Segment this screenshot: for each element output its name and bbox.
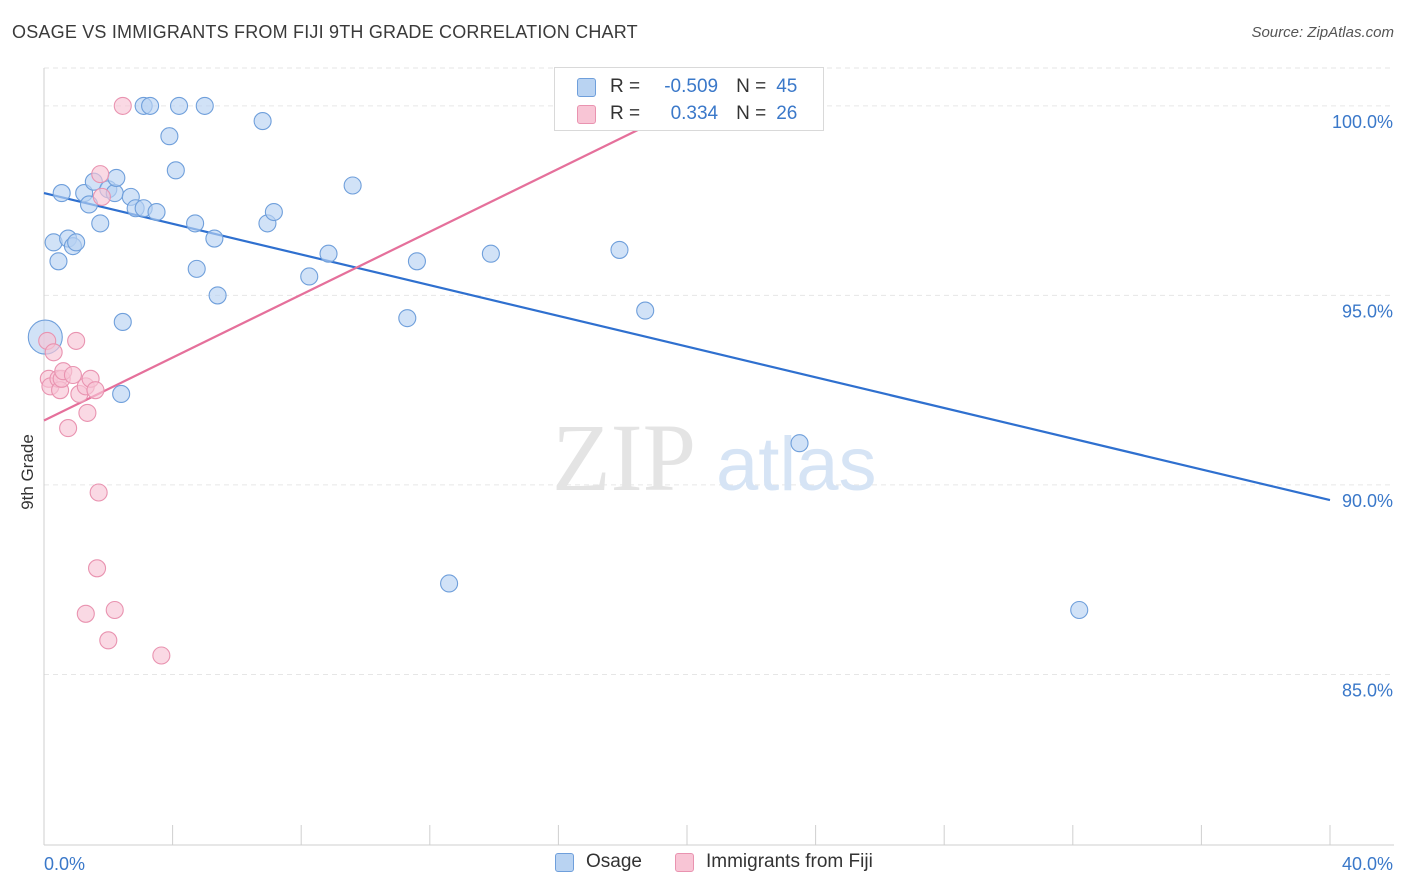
osage-n-label: N = xyxy=(736,76,767,97)
fiji-r-value: 0.334 xyxy=(670,103,719,124)
fiji-point xyxy=(59,419,78,438)
y-tick-label: 90.0% xyxy=(1342,491,1393,511)
fiji-point xyxy=(92,187,111,206)
legend-row-osage: R = -0.509 N = 45 xyxy=(577,75,797,99)
fiji-point xyxy=(76,604,95,623)
chart-title: OSAGE VS IMMIGRANTS FROM FIJI 9TH GRADE … xyxy=(12,22,638,42)
osage-point xyxy=(147,202,166,222)
osage-point xyxy=(636,301,655,320)
series-legend: Osage Immigrants from Fiji xyxy=(0,851,1406,877)
trend-lines xyxy=(43,104,1331,502)
osage-point xyxy=(107,168,126,187)
fiji-point xyxy=(152,646,171,665)
fiji-point xyxy=(89,483,108,502)
osage-point xyxy=(481,244,500,263)
fiji-trend-line xyxy=(43,104,688,422)
legend-osage-label: Osage xyxy=(586,851,642,872)
osage-point xyxy=(195,96,214,115)
osage-point xyxy=(160,127,179,146)
osage-point xyxy=(407,252,426,271)
data-points xyxy=(27,96,1089,665)
correlation-legend: R = -0.509 N = 45 R = 0.334 N = 26 xyxy=(554,67,824,131)
fiji-point xyxy=(63,365,82,385)
legend-fiji-label: Immigrants from Fiji xyxy=(706,851,873,872)
osage-point xyxy=(113,312,132,331)
chart-source: Source: ZipAtlas.com xyxy=(1251,24,1394,41)
osage-point xyxy=(253,112,272,131)
axes xyxy=(43,68,1394,846)
fiji-point xyxy=(44,343,63,362)
y-tick-label: 85.0% xyxy=(1342,680,1393,700)
fiji-point xyxy=(99,631,118,650)
legend-row-fiji: R = 0.334 N = 26 xyxy=(577,102,797,126)
fiji-point xyxy=(105,600,124,620)
fiji-n-label: N = xyxy=(736,103,767,124)
osage-point xyxy=(398,309,417,328)
osage-point xyxy=(205,229,224,248)
x-tick-label: 0.0% xyxy=(44,854,85,874)
watermark-atlas: atlas xyxy=(716,422,877,507)
legend-osage-swatch xyxy=(555,852,574,872)
y-tick-label: 100.0% xyxy=(1332,112,1393,132)
watermark-zip: ZIP xyxy=(552,404,696,511)
watermark: ZIP atlas xyxy=(552,404,877,511)
osage-point xyxy=(440,574,459,593)
fiji-point xyxy=(86,381,105,400)
legend-item-osage: Osage xyxy=(555,851,642,873)
legend-fiji-swatch xyxy=(675,852,694,872)
osage-n-value: 45 xyxy=(776,76,798,97)
osage-point xyxy=(52,184,71,203)
fiji-n-value: 26 xyxy=(776,103,798,124)
osage-point xyxy=(169,96,189,115)
osage-point xyxy=(319,244,338,263)
osage-point xyxy=(300,267,319,286)
osage-point xyxy=(141,96,160,115)
fiji-point xyxy=(113,96,132,115)
y-axis-label: 9th Grade xyxy=(18,434,37,510)
osage-point xyxy=(91,214,110,233)
fiji-point xyxy=(91,165,110,184)
osage-point xyxy=(343,176,362,195)
osage-swatch xyxy=(577,77,596,97)
osage-trend-line xyxy=(43,192,1331,502)
osage-point xyxy=(264,202,283,222)
osage-point xyxy=(166,161,185,180)
osage-point xyxy=(67,233,86,252)
x-tick-label: 40.0% xyxy=(1342,854,1393,874)
fiji-swatch xyxy=(577,104,596,124)
osage-point xyxy=(112,384,131,404)
fiji-point xyxy=(67,331,86,350)
y-tick-label: 95.0% xyxy=(1342,301,1393,321)
osage-r-label: R = xyxy=(610,76,641,97)
osage-point xyxy=(1070,600,1089,620)
osage-point xyxy=(208,286,227,305)
grid-lines xyxy=(44,67,1394,675)
osage-point xyxy=(187,259,206,278)
tick-labels: 85.0% 90.0% 95.0% 100.0% 0.0% 40.0% xyxy=(44,112,1393,874)
osage-point xyxy=(610,240,629,259)
fiji-r-label: R = xyxy=(610,103,641,124)
osage-point xyxy=(186,214,205,233)
osage-r-value: -0.509 xyxy=(664,76,719,97)
osage-point xyxy=(49,252,68,271)
fiji-point xyxy=(87,559,107,578)
legend-item-fiji: Immigrants from Fiji xyxy=(675,851,873,873)
fiji-point xyxy=(78,403,97,422)
osage-point xyxy=(790,434,809,453)
